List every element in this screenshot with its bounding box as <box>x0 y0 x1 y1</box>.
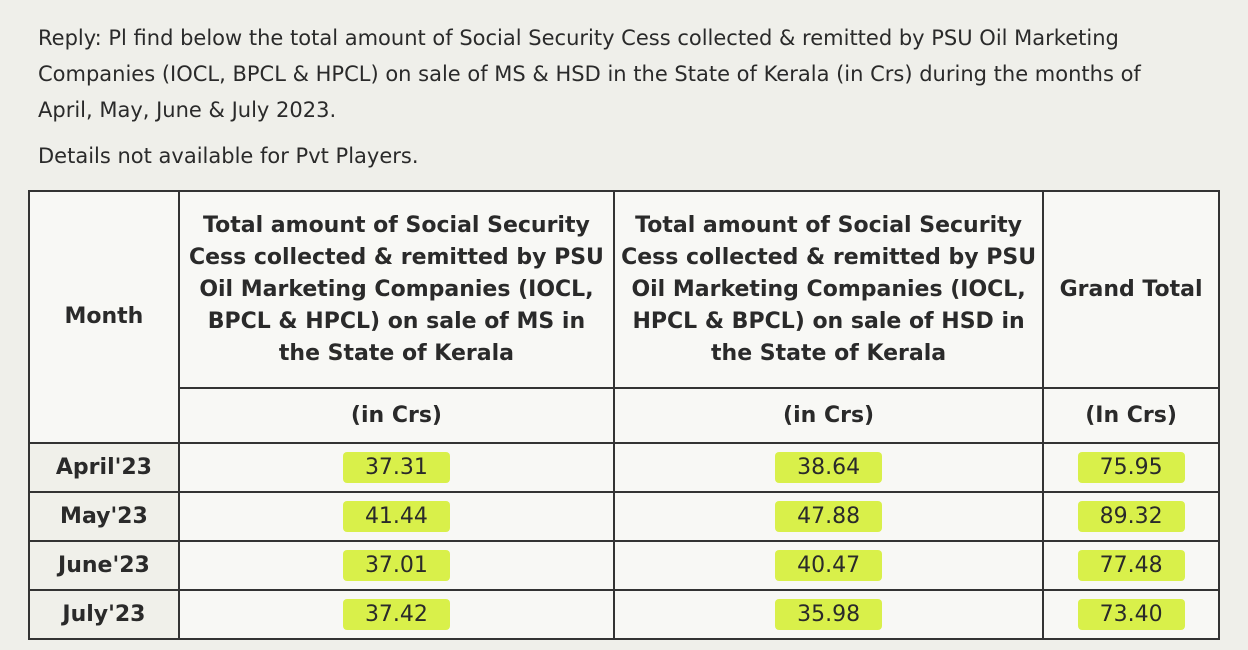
unit-row: (in Crs) (in Crs) (In Crs) <box>29 387 1220 444</box>
value-text: 75.95 <box>1077 451 1185 483</box>
value-text: 37.31 <box>342 451 450 483</box>
month-cell: April'23 <box>28 441 180 493</box>
value-cell: 77.48 <box>1042 539 1220 591</box>
value-text: 38.64 <box>775 451 883 483</box>
unit-cell: (in Crs) <box>177 387 616 444</box>
header-cell: Total amount of Social Security Cess col… <box>177 189 616 390</box>
data-row: July'23 37.42 35.98 73.40 <box>28 588 1220 641</box>
value-cell: 35.98 <box>612 588 1045 641</box>
header-cell: Total amount of Social Security Cess col… <box>612 189 1045 390</box>
value-text: 41.44 <box>342 500 450 532</box>
value-cell: 37.01 <box>177 539 616 591</box>
value-cell: 38.64 <box>612 441 1045 493</box>
value-text: 37.42 <box>342 598 450 630</box>
data-row: June'23 37.01 40.47 77.48 <box>28 539 1220 591</box>
unit-cell: (in Crs) <box>612 387 1045 444</box>
value-cell: 73.40 <box>1042 588 1220 641</box>
month-label: May'23 <box>60 503 148 529</box>
month-cell: June'23 <box>28 539 180 591</box>
data-row: May'23 41.44 47.88 89.32 <box>28 490 1220 542</box>
header-cell: Month <box>28 190 180 444</box>
unit-cell: (In Crs) <box>1042 387 1220 444</box>
value-text: 35.98 <box>775 598 883 630</box>
header-row: Month Total amount of Social Security Ces… <box>28 189 1220 444</box>
reply-text: Reply: Pl find below the total amount of… <box>38 26 1141 122</box>
month-label: April'23 <box>55 454 152 480</box>
value-cell: 40.47 <box>612 539 1045 591</box>
value-cell: 37.42 <box>177 588 616 641</box>
value-cell: 47.88 <box>612 490 1045 542</box>
value-text: 73.40 <box>1077 598 1185 630</box>
value-text: 47.88 <box>775 500 883 532</box>
value-text: 77.48 <box>1077 549 1185 581</box>
month-label: June'23 <box>58 552 150 578</box>
value-cell: 37.31 <box>177 441 616 493</box>
month-label: July'23 <box>62 601 146 627</box>
cess-table: Month Total amount of Social Security Ces… <box>28 189 1220 641</box>
table-body: Month Total amount of Social Security Ces… <box>28 189 1220 641</box>
header-cell: Grand Total <box>1042 189 1220 390</box>
value-cell: 75.95 <box>1042 441 1220 493</box>
value-text: 37.01 <box>342 549 450 581</box>
month-cell: July'23 <box>28 588 180 641</box>
value-cell: 41.44 <box>177 490 616 542</box>
value-text: 89.32 <box>1077 500 1185 532</box>
month-cell: May'23 <box>28 490 180 542</box>
data-row: April'23 37.31 38.64 75.95 <box>28 441 1220 493</box>
value-cell: 89.32 <box>1042 490 1220 542</box>
note-text: Details not available for Pvt Players. <box>38 144 419 168</box>
value-text: 40.47 <box>775 549 883 581</box>
